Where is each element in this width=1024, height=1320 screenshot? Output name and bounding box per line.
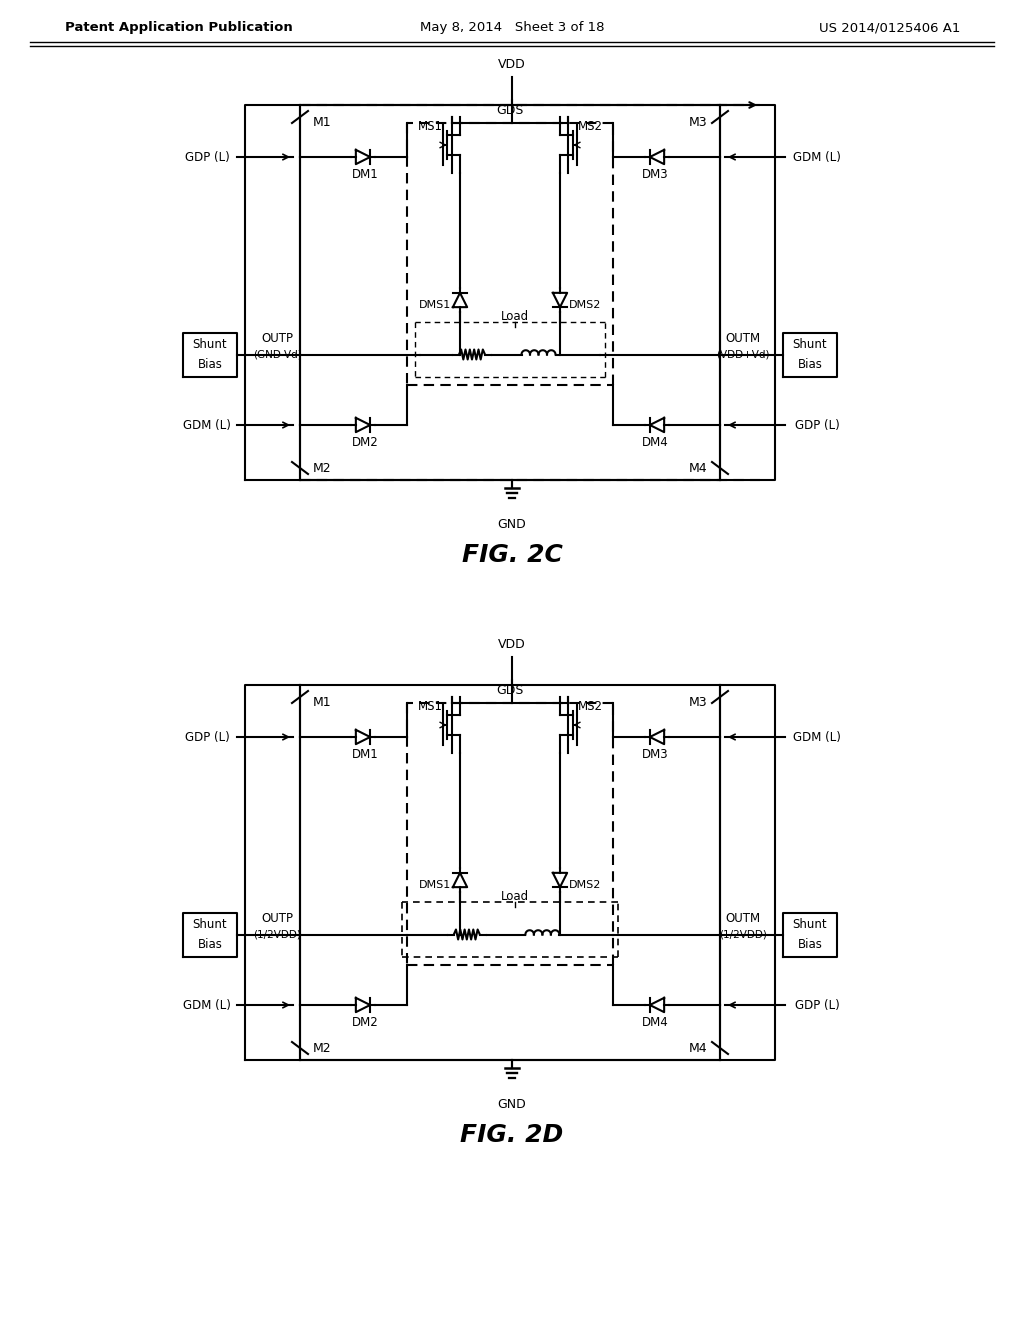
Text: OUTP: OUTP (261, 333, 293, 345)
Text: Shunt: Shunt (793, 338, 827, 351)
Text: GDP (L): GDP (L) (795, 998, 840, 1011)
Text: M2: M2 (313, 462, 332, 474)
Text: GND: GND (498, 1098, 526, 1111)
Text: DM1: DM1 (351, 748, 379, 762)
Text: DM2: DM2 (351, 437, 379, 450)
Text: FIG. 2D: FIG. 2D (461, 1123, 563, 1147)
Text: MS1: MS1 (418, 120, 442, 133)
Text: M2: M2 (313, 1041, 332, 1055)
Text: GDS: GDS (497, 103, 523, 116)
Text: DM3: DM3 (642, 169, 669, 181)
Text: (1/2VDD): (1/2VDD) (719, 929, 767, 940)
Text: Bias: Bias (798, 939, 822, 950)
Text: (1/2VDD): (1/2VDD) (253, 929, 301, 940)
Text: OUTM: OUTM (725, 912, 761, 925)
Text: M1: M1 (313, 116, 332, 129)
Text: VDD: VDD (498, 58, 526, 71)
Text: (GND-Vd): (GND-Vd) (253, 350, 301, 359)
Text: M4: M4 (688, 462, 707, 474)
Text: OUTP: OUTP (261, 912, 293, 925)
Text: OUTM: OUTM (725, 333, 761, 345)
Text: Bias: Bias (198, 939, 222, 950)
Text: DM4: DM4 (642, 437, 669, 450)
Text: DM3: DM3 (642, 748, 669, 762)
Text: GDM (L): GDM (L) (183, 998, 231, 1011)
Text: US 2014/0125406 A1: US 2014/0125406 A1 (818, 21, 961, 34)
Text: Shunt: Shunt (193, 338, 227, 351)
Text: GDM (L): GDM (L) (793, 150, 841, 164)
Text: Load: Load (501, 891, 529, 903)
Text: GDP (L): GDP (L) (795, 418, 840, 432)
Text: Bias: Bias (798, 358, 822, 371)
Text: Patent Application Publication: Patent Application Publication (65, 21, 293, 34)
Text: (VDD+Vd): (VDD+Vd) (716, 350, 770, 359)
Text: GDP (L): GDP (L) (184, 730, 229, 743)
Text: Load: Load (501, 310, 529, 323)
Text: M3: M3 (688, 697, 707, 710)
Text: M3: M3 (688, 116, 707, 129)
Text: May 8, 2014   Sheet 3 of 18: May 8, 2014 Sheet 3 of 18 (420, 21, 604, 34)
Text: M1: M1 (313, 697, 332, 710)
Text: Shunt: Shunt (793, 917, 827, 931)
Text: M4: M4 (688, 1041, 707, 1055)
Text: GDP (L): GDP (L) (184, 150, 229, 164)
Text: Bias: Bias (198, 358, 222, 371)
Text: DM2: DM2 (351, 1016, 379, 1030)
Text: DMS1: DMS1 (419, 300, 452, 310)
Text: FIG. 2C: FIG. 2C (462, 543, 562, 568)
Text: DMS2: DMS2 (568, 880, 601, 890)
Text: MS2: MS2 (578, 701, 602, 714)
Text: GND: GND (498, 519, 526, 532)
Text: Shunt: Shunt (193, 917, 227, 931)
Text: VDD: VDD (498, 639, 526, 652)
Text: DMS2: DMS2 (568, 300, 601, 310)
Text: DM1: DM1 (351, 169, 379, 181)
Text: DMS1: DMS1 (419, 880, 452, 890)
Text: DM4: DM4 (642, 1016, 669, 1030)
Text: MS1: MS1 (418, 701, 442, 714)
Text: GDM (L): GDM (L) (793, 730, 841, 743)
Text: MS2: MS2 (578, 120, 602, 133)
Text: GDM (L): GDM (L) (183, 418, 231, 432)
Text: GDS: GDS (497, 684, 523, 697)
